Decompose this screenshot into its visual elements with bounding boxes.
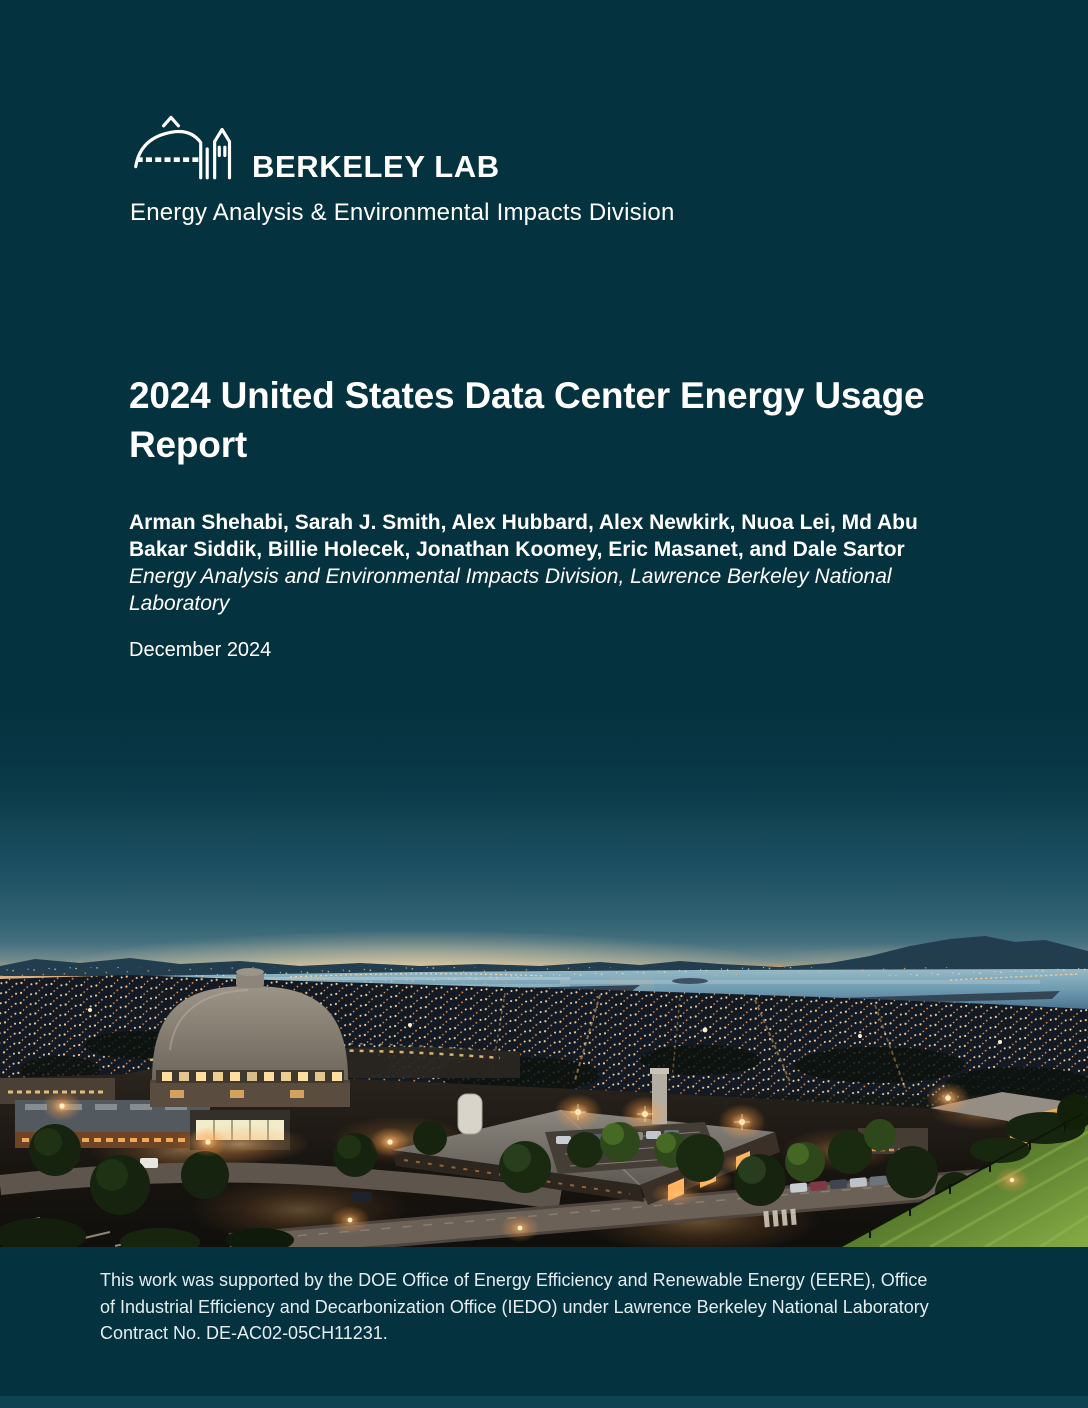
bottom-edge-strip <box>0 1396 1088 1408</box>
cover-photo <box>0 680 1088 1247</box>
logo-wordmark: BERKELEY LAB <box>252 149 500 184</box>
byline-block: Arman Shehabi, Sarah J. Smith, Alex Hubb… <box>129 509 949 662</box>
footer-line: This work was supported by the DOE Offic… <box>100 1270 928 1290</box>
report-date: December 2024 <box>129 639 272 661</box>
footer-line: Contract No. DE-AC02-05CH11231. <box>100 1323 388 1343</box>
footer-line: of Industrial Efficiency and Decarboniza… <box>100 1296 929 1317</box>
affiliation-line: Energy Analysis and Environmental Impact… <box>129 565 892 615</box>
trees <box>0 1119 975 1247</box>
berkeley-lab-dome-campanile-icon <box>128 110 240 188</box>
division-subtitle: Energy Analysis & Environmental Impacts … <box>130 199 675 226</box>
green-hillside <box>842 1094 1088 1247</box>
parked-cars-row2 <box>789 1175 887 1193</box>
street-lamps <box>42 1082 1030 1242</box>
als-dome-illustration <box>150 968 350 1107</box>
report-title: 2024 United States Data Center Energy Us… <box>129 375 925 465</box>
support-acknowledgment: This work was supported by the DOE Offic… <box>100 1267 1020 1347</box>
photo-top-blend <box>0 680 1088 830</box>
authors-line: Arman Shehabi, Sarah J. Smith, Alex Hubb… <box>129 511 918 561</box>
berkeley-lab-logo: BERKELEY LAB <box>128 110 500 188</box>
distant-hills <box>0 936 1088 976</box>
cover-photo-art <box>0 680 1088 1247</box>
